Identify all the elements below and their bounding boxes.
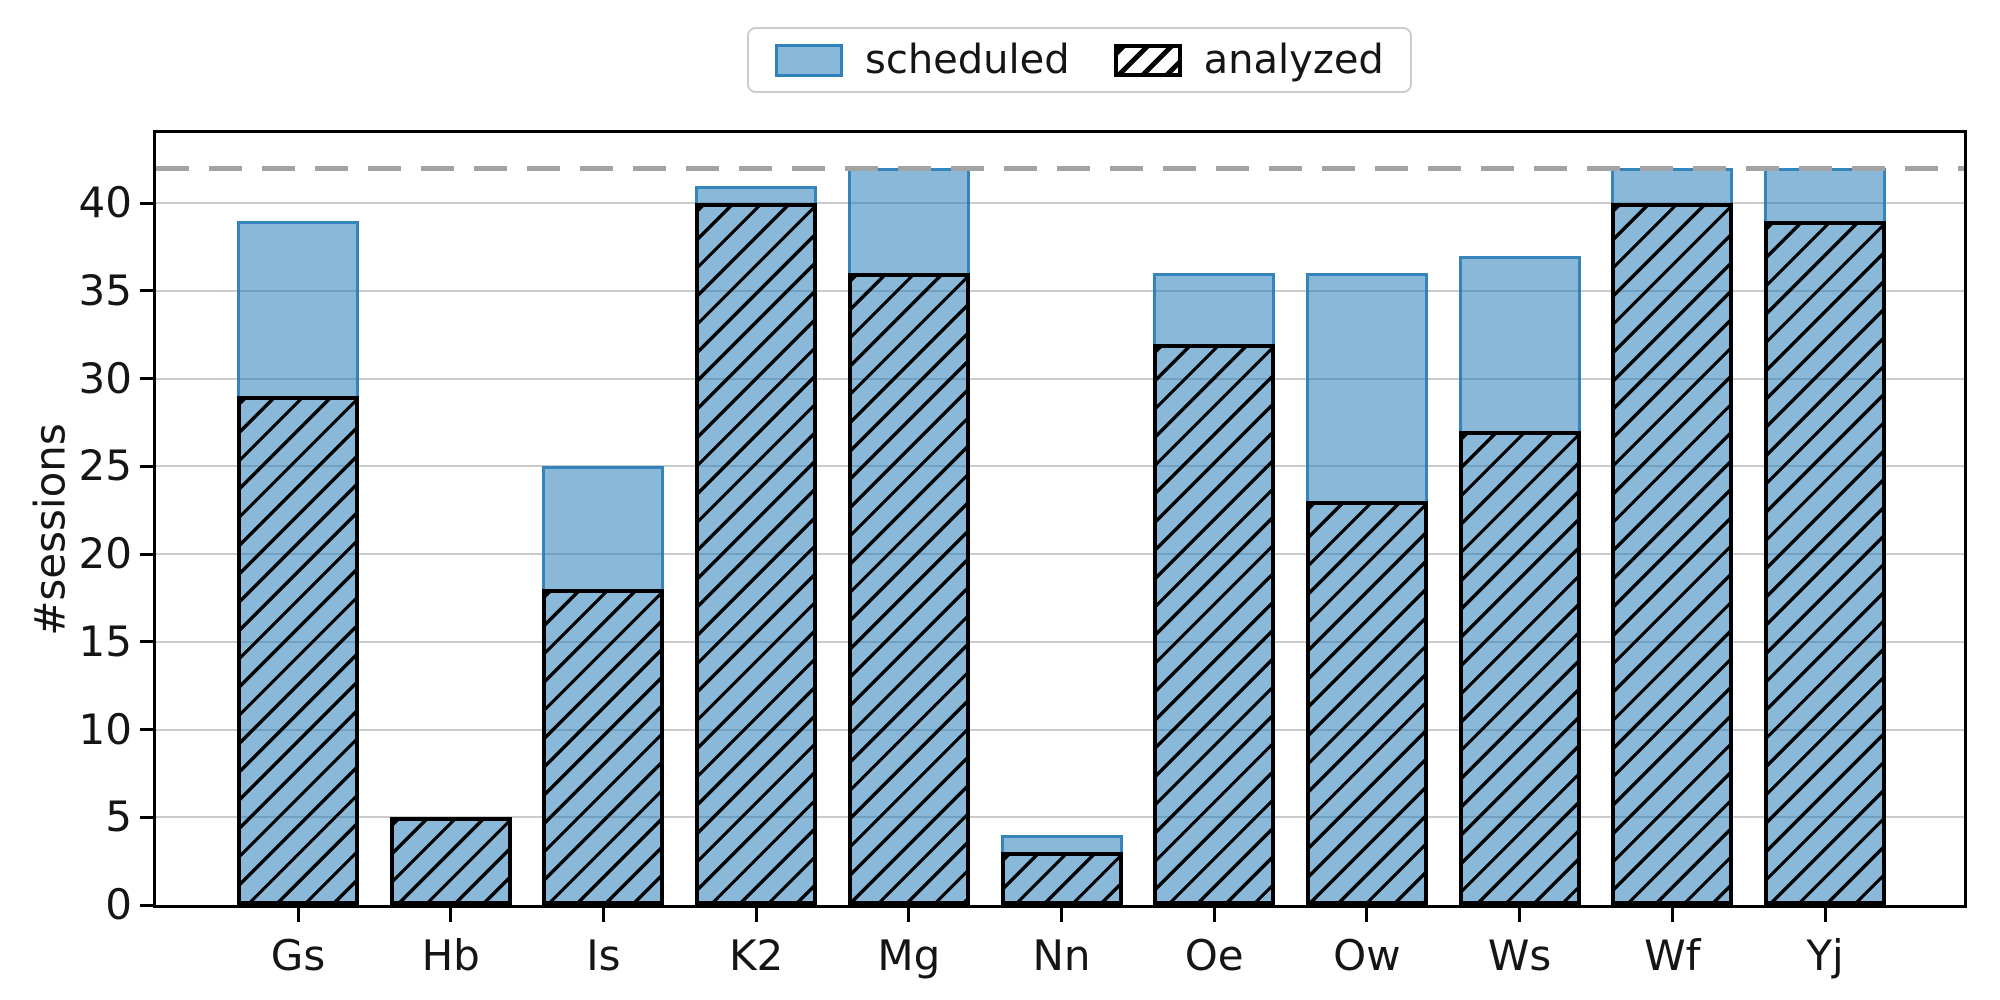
gridline bbox=[156, 816, 1964, 819]
plot-area bbox=[153, 130, 1967, 908]
bar-analyzed-Ow bbox=[1305, 501, 1428, 905]
bar-analyzed-Mg bbox=[847, 273, 970, 905]
y-tick-label: 15 bbox=[78, 616, 132, 666]
x-tick-mark bbox=[1060, 908, 1063, 922]
gridline bbox=[156, 289, 1964, 292]
legend-item-analyzed: analyzed bbox=[1113, 37, 1384, 83]
legend-item-scheduled: scheduled bbox=[775, 38, 1070, 82]
y-tick-label: 30 bbox=[78, 353, 132, 403]
bar-analyzed-Ws bbox=[1458, 431, 1581, 905]
x-tick-mark bbox=[296, 908, 300, 922]
y-tick-label: 5 bbox=[105, 792, 132, 842]
x-tick-mark bbox=[449, 908, 453, 922]
x-tick-label-Nn: Nn bbox=[1032, 931, 1091, 980]
gridline bbox=[156, 553, 1964, 556]
legend: scheduled analyzed bbox=[747, 27, 1412, 93]
y-tick-label: 35 bbox=[78, 265, 132, 315]
y-tick-mark bbox=[140, 377, 153, 381]
bar-analyzed-Hb bbox=[389, 817, 512, 905]
y-tick-mark bbox=[140, 728, 153, 732]
gridline bbox=[156, 465, 1964, 468]
bar-analyzed-Nn bbox=[1000, 852, 1123, 905]
bar-analyzed-Yj bbox=[1764, 220, 1886, 905]
gridline bbox=[156, 377, 1964, 380]
y-tick-mark bbox=[140, 552, 153, 556]
y-tick-mark bbox=[140, 201, 153, 205]
x-tick-label-Ws: Ws bbox=[1487, 931, 1552, 980]
x-tick-mark bbox=[1365, 908, 1369, 922]
x-tick-label-Oe: Oe bbox=[1184, 931, 1244, 980]
legend-label-scheduled: scheduled bbox=[865, 37, 1070, 83]
y-tick-mark bbox=[140, 903, 153, 907]
y-tick-mark bbox=[140, 464, 153, 468]
gridline bbox=[156, 640, 1964, 643]
x-tick-mark bbox=[754, 908, 758, 922]
bar-analyzed-Oe bbox=[1153, 343, 1276, 905]
bar-analyzed-K2 bbox=[695, 203, 818, 905]
x-tick-label-Ow: Ow bbox=[1333, 931, 1401, 980]
y-tick-label: 10 bbox=[78, 704, 132, 754]
x-tick-label-Gs: Gs bbox=[270, 931, 326, 980]
bar-analyzed-Gs bbox=[237, 396, 359, 905]
x-tick-mark bbox=[1212, 908, 1216, 922]
bar-analyzed-Is bbox=[542, 589, 665, 905]
x-tick-label-Is: Is bbox=[586, 931, 621, 980]
y-tick-mark bbox=[140, 289, 153, 293]
gridline bbox=[156, 728, 1964, 731]
y-tick-label: 25 bbox=[78, 441, 132, 491]
x-tick-label-Yj: Yj bbox=[1806, 931, 1844, 980]
scheduled-swatch-icon bbox=[775, 43, 843, 77]
x-tick-mark bbox=[1518, 908, 1522, 922]
x-tick-label-Wf: Wf bbox=[1644, 931, 1701, 980]
gridline bbox=[156, 202, 1964, 205]
x-tick-label-Hb: Hb bbox=[421, 931, 480, 980]
analyzed-hatch-swatch-icon bbox=[1113, 43, 1182, 77]
bar-analyzed-Wf bbox=[1611, 203, 1734, 905]
y-tick-label: 40 bbox=[78, 178, 132, 228]
x-tick-mark bbox=[601, 908, 605, 922]
y-tick-label: 0 bbox=[105, 880, 132, 929]
y-tick-mark bbox=[140, 640, 153, 644]
x-tick-label-K2: K2 bbox=[728, 931, 784, 980]
x-tick-mark bbox=[907, 908, 911, 922]
legend-label-analyzed: analyzed bbox=[1203, 37, 1384, 83]
x-tick-mark bbox=[1823, 908, 1827, 922]
y-tick-mark bbox=[140, 815, 153, 819]
y-tick-label: 20 bbox=[78, 529, 132, 579]
x-tick-label-Mg: Mg bbox=[877, 931, 941, 980]
reference-dashed-line bbox=[156, 166, 1964, 172]
x-tick-mark bbox=[1670, 908, 1674, 922]
